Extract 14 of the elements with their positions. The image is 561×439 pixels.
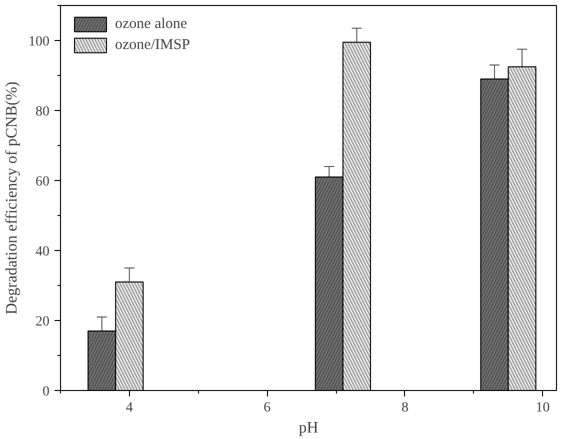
x-tick-label: 4	[126, 400, 133, 416]
legend-label: ozone/IMSP	[115, 36, 190, 54]
legend-label: ozone alone	[115, 16, 188, 32]
x-tick-label: 10	[536, 400, 550, 416]
y-axis-title: Degradation efficiency of pCNB(%)	[4, 82, 20, 314]
x-tick-label: 8	[401, 400, 408, 416]
y-tick-label: 40	[36, 244, 50, 260]
y-tick-label: 100	[28, 34, 50, 50]
y-tick-label: 60	[36, 174, 50, 190]
y-tick-label: 20	[36, 314, 50, 330]
y-tick-label: 80	[36, 104, 50, 120]
y-tick-label: 0	[42, 384, 50, 400]
x-axis-title: pH	[298, 420, 319, 436]
x-tick-label: 6	[264, 400, 271, 416]
